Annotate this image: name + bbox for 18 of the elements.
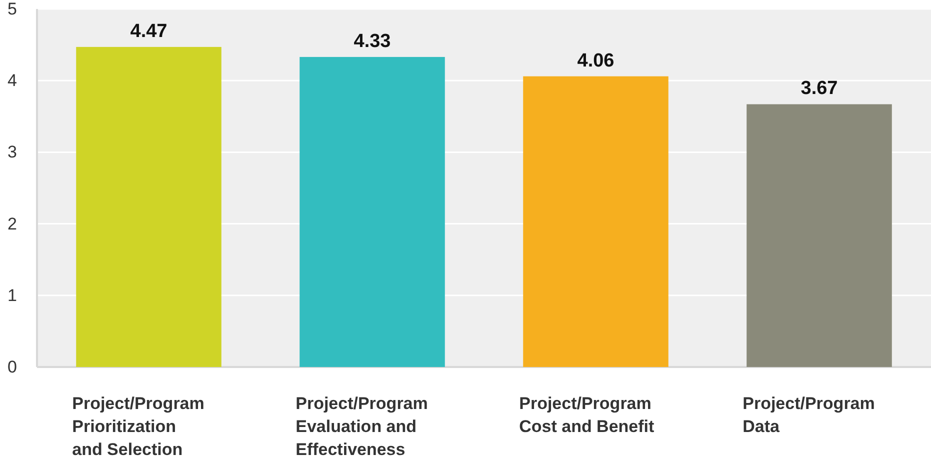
y-tick-label: 2 bbox=[8, 214, 17, 234]
y-tick-label: 4 bbox=[8, 71, 17, 90]
y-tick-label: 0 bbox=[8, 357, 17, 376]
x-tick-label: Project/Program Data bbox=[742, 394, 875, 436]
y-tick-label: 5 bbox=[8, 0, 17, 18]
data-label: 4.06 bbox=[577, 50, 614, 72]
bar bbox=[746, 104, 892, 367]
x-tick-label: Project/Program Evaluation and Effectiveness bbox=[296, 394, 428, 459]
data-label: 3.67 bbox=[800, 78, 838, 100]
x-tick-label: Project/Program Cost and Benefit bbox=[519, 394, 655, 436]
bar bbox=[523, 76, 668, 367]
bar bbox=[76, 46, 222, 367]
x-tick-label: Project/Program Prioritization and Selection bbox=[72, 394, 204, 459]
y-tick-label: 1 bbox=[8, 286, 17, 305]
bar bbox=[300, 56, 445, 367]
data-label: 4.33 bbox=[354, 30, 391, 52]
y-tick-label: 3 bbox=[8, 142, 17, 162]
data-label: 4.47 bbox=[130, 20, 168, 42]
